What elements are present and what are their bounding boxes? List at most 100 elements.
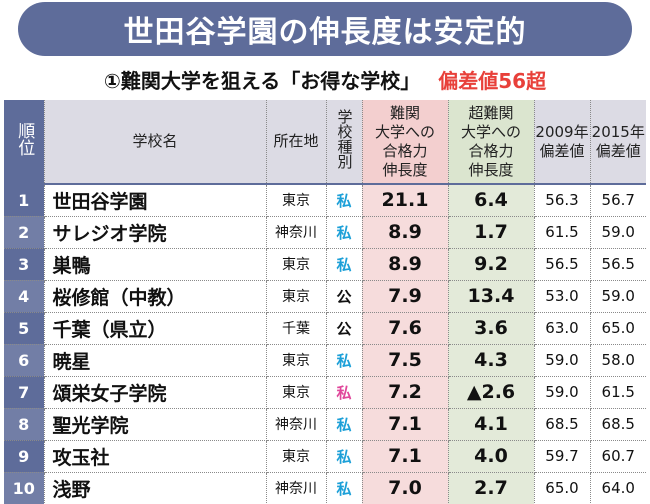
school-type-cell: 私 (326, 184, 363, 217)
subtitle-row: ①難関大学を狙える「お得な学校」 偏差値56超 (0, 62, 650, 96)
location-cell: 東京 (266, 280, 327, 313)
school-name-cell: サレジオ学院 (44, 216, 267, 249)
super-hard-univ-growth-cell: 4.1 (448, 408, 535, 441)
table-row: 2 サレジオ学院 神奈川私 8.9 1.7 61.5 59.0 (4, 216, 646, 249)
deviation-2015-cell: 68.5 (590, 408, 646, 441)
page-title: 世田谷学園の伸長度は安定的 (18, 2, 632, 56)
deviation-2009-cell: 68.5 (534, 408, 591, 441)
deviation-2009-cell: 53.0 (534, 280, 591, 313)
school-type-cell: 私 (326, 376, 363, 409)
deviation-2009-cell: 59.0 (534, 376, 591, 409)
deviation-2009-cell: 65.0 (534, 472, 591, 504)
hard-univ-growth-cell: 7.1 (362, 440, 449, 473)
table-row: 3 巣鴨 東京私 8.9 9.2 56.5 56.5 (4, 248, 646, 281)
header-deviation-2009: 2009年 偏差値 (534, 100, 591, 185)
hard-univ-growth-cell: 8.9 (362, 216, 449, 249)
rank-cell: 3 (4, 248, 45, 281)
deviation-2015-cell: 58.0 (590, 344, 646, 377)
table-row: 5 千葉（県立） 千葉公 7.6 3.6 63.0 65.0 (4, 312, 646, 345)
location-cell: 東京 (266, 344, 327, 377)
school-type-cell: 私 (326, 216, 363, 249)
hard-univ-growth-cell: 7.5 (362, 344, 449, 377)
table-row: 6 暁星 東京私 7.5 4.3 59.0 58.0 (4, 344, 646, 377)
rank-cell: 7 (4, 376, 45, 409)
deviation-2009-cell: 56.3 (534, 184, 591, 217)
deviation-threshold-note: 偏差値56超 (438, 68, 547, 93)
ranking-table: 順位 学校名 所在地 学校種別 難関 大学への 合格力 伸長度 超難関 大学への 合格力伸… (4, 100, 646, 504)
super-hard-univ-growth-cell: 6.4 (448, 184, 535, 217)
hard-univ-growth-cell: 7.6 (362, 312, 449, 345)
deviation-2015-cell: 56.7 (590, 184, 646, 217)
header-location: 所在地 (266, 100, 327, 185)
location-cell: 千葉 (266, 312, 327, 345)
rank-cell: 5 (4, 312, 45, 345)
rank-cell: 2 (4, 216, 45, 249)
header-hard-univ-growth: 難関 大学への 合格力 伸長度 (362, 100, 449, 185)
table-row: 8 聖光学院 神奈川私 7.1 4.1 68.5 68.5 (4, 408, 646, 441)
header-deviation-2015: 2015年 偏差値 (590, 100, 646, 185)
table-row: 1 世田谷学園 東京私 21.1 6.4 56.3 56.7 (4, 184, 646, 217)
table-subtitle: ①難関大学を狙える「お得な学校」 (103, 68, 421, 93)
deviation-2009-cell: 59.0 (534, 344, 591, 377)
hard-univ-growth-cell: 8.9 (362, 248, 449, 281)
school-type-cell: 私 (326, 472, 363, 504)
table-row: 7 頌栄女子学院 東京私 7.2 ▲2.6 59.0 61.5 (4, 376, 646, 409)
location-cell: 東京 (266, 440, 327, 473)
table-header-row: 順位 学校名 所在地 学校種別 難関 大学への 合格力 伸長度 超難関 大学への 合格力伸… (4, 100, 646, 185)
rank-cell: 1 (4, 184, 45, 217)
super-hard-univ-growth-cell: 4.3 (448, 344, 535, 377)
hard-univ-growth-cell: 7.1 (362, 408, 449, 441)
table-row: 10 浅野 神奈川私 7.0 2.7 65.0 64.0 (4, 472, 646, 504)
school-name-cell: 桜修館（中教） (44, 280, 267, 313)
super-hard-univ-growth-cell: 13.4 (448, 280, 535, 313)
rank-cell: 9 (4, 440, 45, 473)
super-hard-univ-growth-cell: ▲2.6 (448, 376, 535, 409)
school-name-cell: 千葉（県立） (44, 312, 267, 345)
super-hard-univ-growth-cell: 4.0 (448, 440, 535, 473)
super-hard-univ-growth-cell: 2.7 (448, 472, 535, 504)
header-rank: 順位 (4, 100, 45, 185)
header-school-name: 学校名 (44, 100, 267, 185)
deviation-2015-cell: 56.5 (590, 248, 646, 281)
super-hard-univ-growth-cell: 1.7 (448, 216, 535, 249)
location-cell: 神奈川 (266, 472, 327, 504)
location-cell: 東京 (266, 248, 327, 281)
rank-cell: 4 (4, 280, 45, 313)
deviation-2015-cell: 61.5 (590, 376, 646, 409)
deviation-2015-cell: 65.0 (590, 312, 646, 345)
school-name-cell: 聖光学院 (44, 408, 267, 441)
deviation-2009-cell: 61.5 (534, 216, 591, 249)
table-row: 4 桜修館（中教） 東京公 7.9 13.4 53.0 59.0 (4, 280, 646, 313)
location-cell: 神奈川 (266, 408, 327, 441)
super-hard-univ-growth-cell: 3.6 (448, 312, 535, 345)
hard-univ-growth-cell: 7.9 (362, 280, 449, 313)
deviation-2009-cell: 56.5 (534, 248, 591, 281)
rank-cell: 10 (4, 472, 45, 504)
header-school-type: 学校種別 (326, 100, 363, 185)
school-type-cell: 私 (326, 408, 363, 441)
deviation-2015-cell: 64.0 (590, 472, 646, 504)
rank-cell: 8 (4, 408, 45, 441)
deviation-2015-cell: 60.7 (590, 440, 646, 473)
deviation-2015-cell: 59.0 (590, 280, 646, 313)
school-type-cell: 公 (326, 312, 363, 345)
hard-univ-growth-cell: 21.1 (362, 184, 449, 217)
rank-cell: 6 (4, 344, 45, 377)
school-name-cell: 暁星 (44, 344, 267, 377)
school-type-cell: 公 (326, 280, 363, 313)
hard-univ-growth-cell: 7.0 (362, 472, 449, 504)
location-cell: 神奈川 (266, 216, 327, 249)
school-name-cell: 攻玉社 (44, 440, 267, 473)
school-name-cell: 頌栄女子学院 (44, 376, 267, 409)
school-name-cell: 世田谷学園 (44, 184, 267, 217)
deviation-2015-cell: 59.0 (590, 216, 646, 249)
school-type-cell: 私 (326, 248, 363, 281)
deviation-2009-cell: 59.7 (534, 440, 591, 473)
deviation-2009-cell: 63.0 (534, 312, 591, 345)
school-name-cell: 巣鴨 (44, 248, 267, 281)
school-type-cell: 私 (326, 440, 363, 473)
school-name-cell: 浅野 (44, 472, 267, 504)
header-super-hard-univ-growth: 超難関 大学への 合格力 伸長度 (448, 100, 535, 185)
location-cell: 東京 (266, 376, 327, 409)
school-type-cell: 私 (326, 344, 363, 377)
